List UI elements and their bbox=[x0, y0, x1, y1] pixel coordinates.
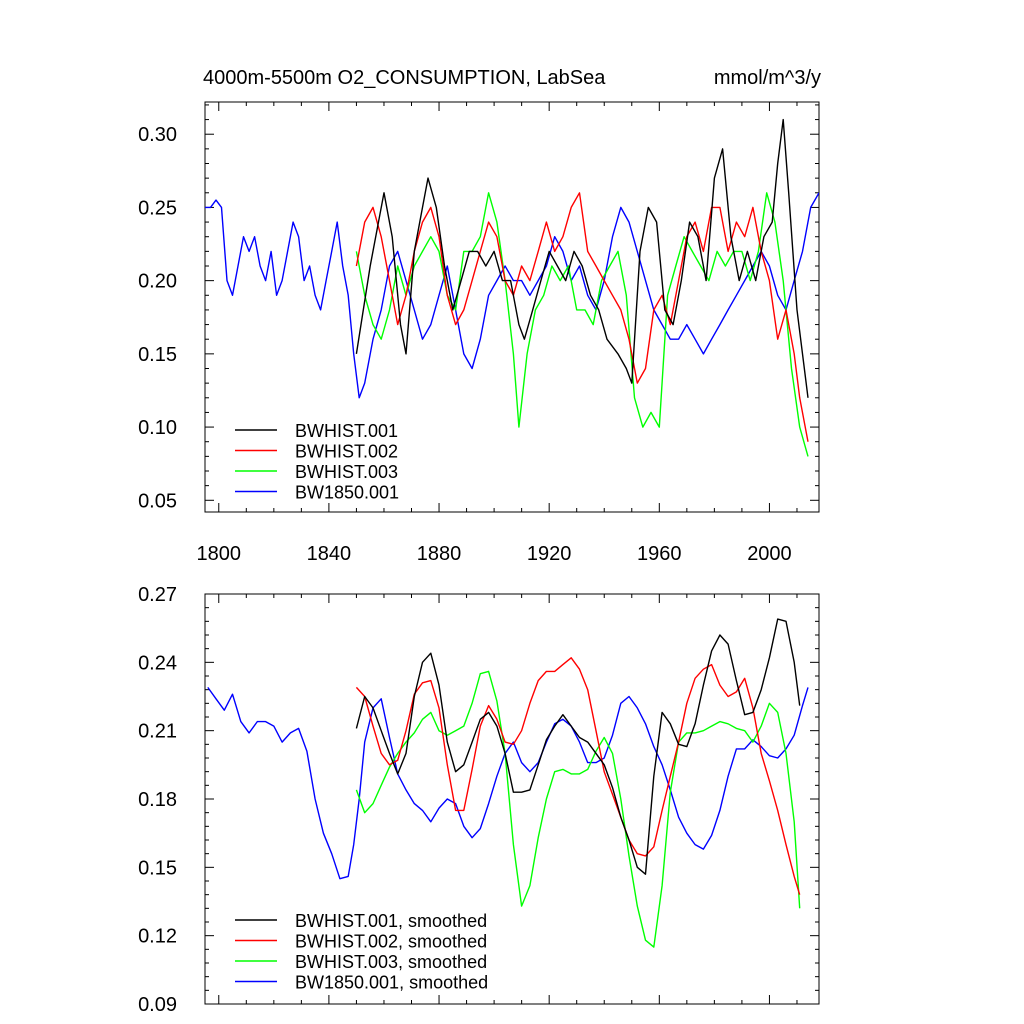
y-tick-label: 0.12 bbox=[138, 926, 177, 948]
series-line-bwhist-002 bbox=[355, 192, 809, 442]
x-tick-label: 1800 bbox=[197, 543, 242, 565]
bottom-panel: 0.09 0.12 0.15 0.18 0.21 0.24 0.27 BWHIST.001,… bbox=[138, 584, 820, 1016]
legend-label: BW1850.001, smoothed bbox=[295, 973, 488, 993]
x-tick-label: 1880 bbox=[417, 543, 462, 565]
y-tick-label: 0.25 bbox=[138, 197, 177, 219]
x-tick-label: 2000 bbox=[747, 543, 792, 565]
series-line-bwhist-001 bbox=[355, 118, 809, 398]
legend-label: BWHIST.002 bbox=[295, 442, 398, 462]
bottom-series-lines bbox=[207, 618, 809, 948]
top-chart-title: 4000m-5500m O2_CONSUMPTION, LabSea bbox=[203, 67, 606, 89]
y-tick-label: 0.05 bbox=[138, 490, 177, 512]
series-line-bwhist-002-smoothed bbox=[355, 657, 801, 895]
y-tick-label: 0.30 bbox=[138, 124, 177, 146]
bottom-axis-ticks: 0.09 0.12 0.15 0.18 0.21 0.24 0.27 bbox=[138, 584, 819, 1016]
series-line-bwhist-003 bbox=[355, 192, 809, 457]
series-line-bwhist-001-smoothed bbox=[355, 618, 801, 875]
x-tick-label: 1920 bbox=[527, 543, 572, 565]
x-tick-label: 1840 bbox=[307, 543, 352, 565]
y-tick-label: 0.18 bbox=[138, 789, 177, 811]
legend-label: BWHIST.003 bbox=[295, 462, 398, 482]
legend-label: BWHIST.002, smoothed bbox=[295, 932, 487, 952]
legend-label: BWHIST.001 bbox=[295, 421, 398, 441]
y-tick-label: 0.15 bbox=[138, 857, 177, 879]
legend-label: BWHIST.003, smoothed bbox=[295, 952, 487, 972]
y-tick-label: 0.21 bbox=[138, 721, 177, 743]
y-tick-label: 0.27 bbox=[138, 584, 177, 606]
legend-label: BW1850.001 bbox=[295, 483, 399, 503]
series-line-bwhist-003-smoothed bbox=[355, 670, 801, 948]
y-tick-label: 0.20 bbox=[138, 271, 177, 293]
top-series-lines bbox=[205, 118, 819, 457]
top-chart-units: mmol/m^3/y bbox=[714, 67, 821, 89]
top-plot-frame bbox=[204, 101, 820, 513]
top-panel: 4000m-5500m O2_CONSUMPTION, LabSea mmol/… bbox=[138, 67, 821, 565]
x-tick-label: 1960 bbox=[637, 543, 682, 565]
top-axis-ticks: 1800 1840 1880 1920 1960 2000 0.05 0.10 0.15 0.20… bbox=[138, 102, 819, 565]
y-tick-label: 0.15 bbox=[138, 344, 177, 366]
y-tick-label: 0.10 bbox=[138, 417, 177, 439]
y-tick-label: 0.09 bbox=[138, 994, 177, 1016]
series-line-bw1850-001 bbox=[205, 192, 819, 399]
legend-label: BWHIST.001, smoothed bbox=[295, 911, 487, 931]
y-tick-label: 0.24 bbox=[138, 652, 177, 674]
